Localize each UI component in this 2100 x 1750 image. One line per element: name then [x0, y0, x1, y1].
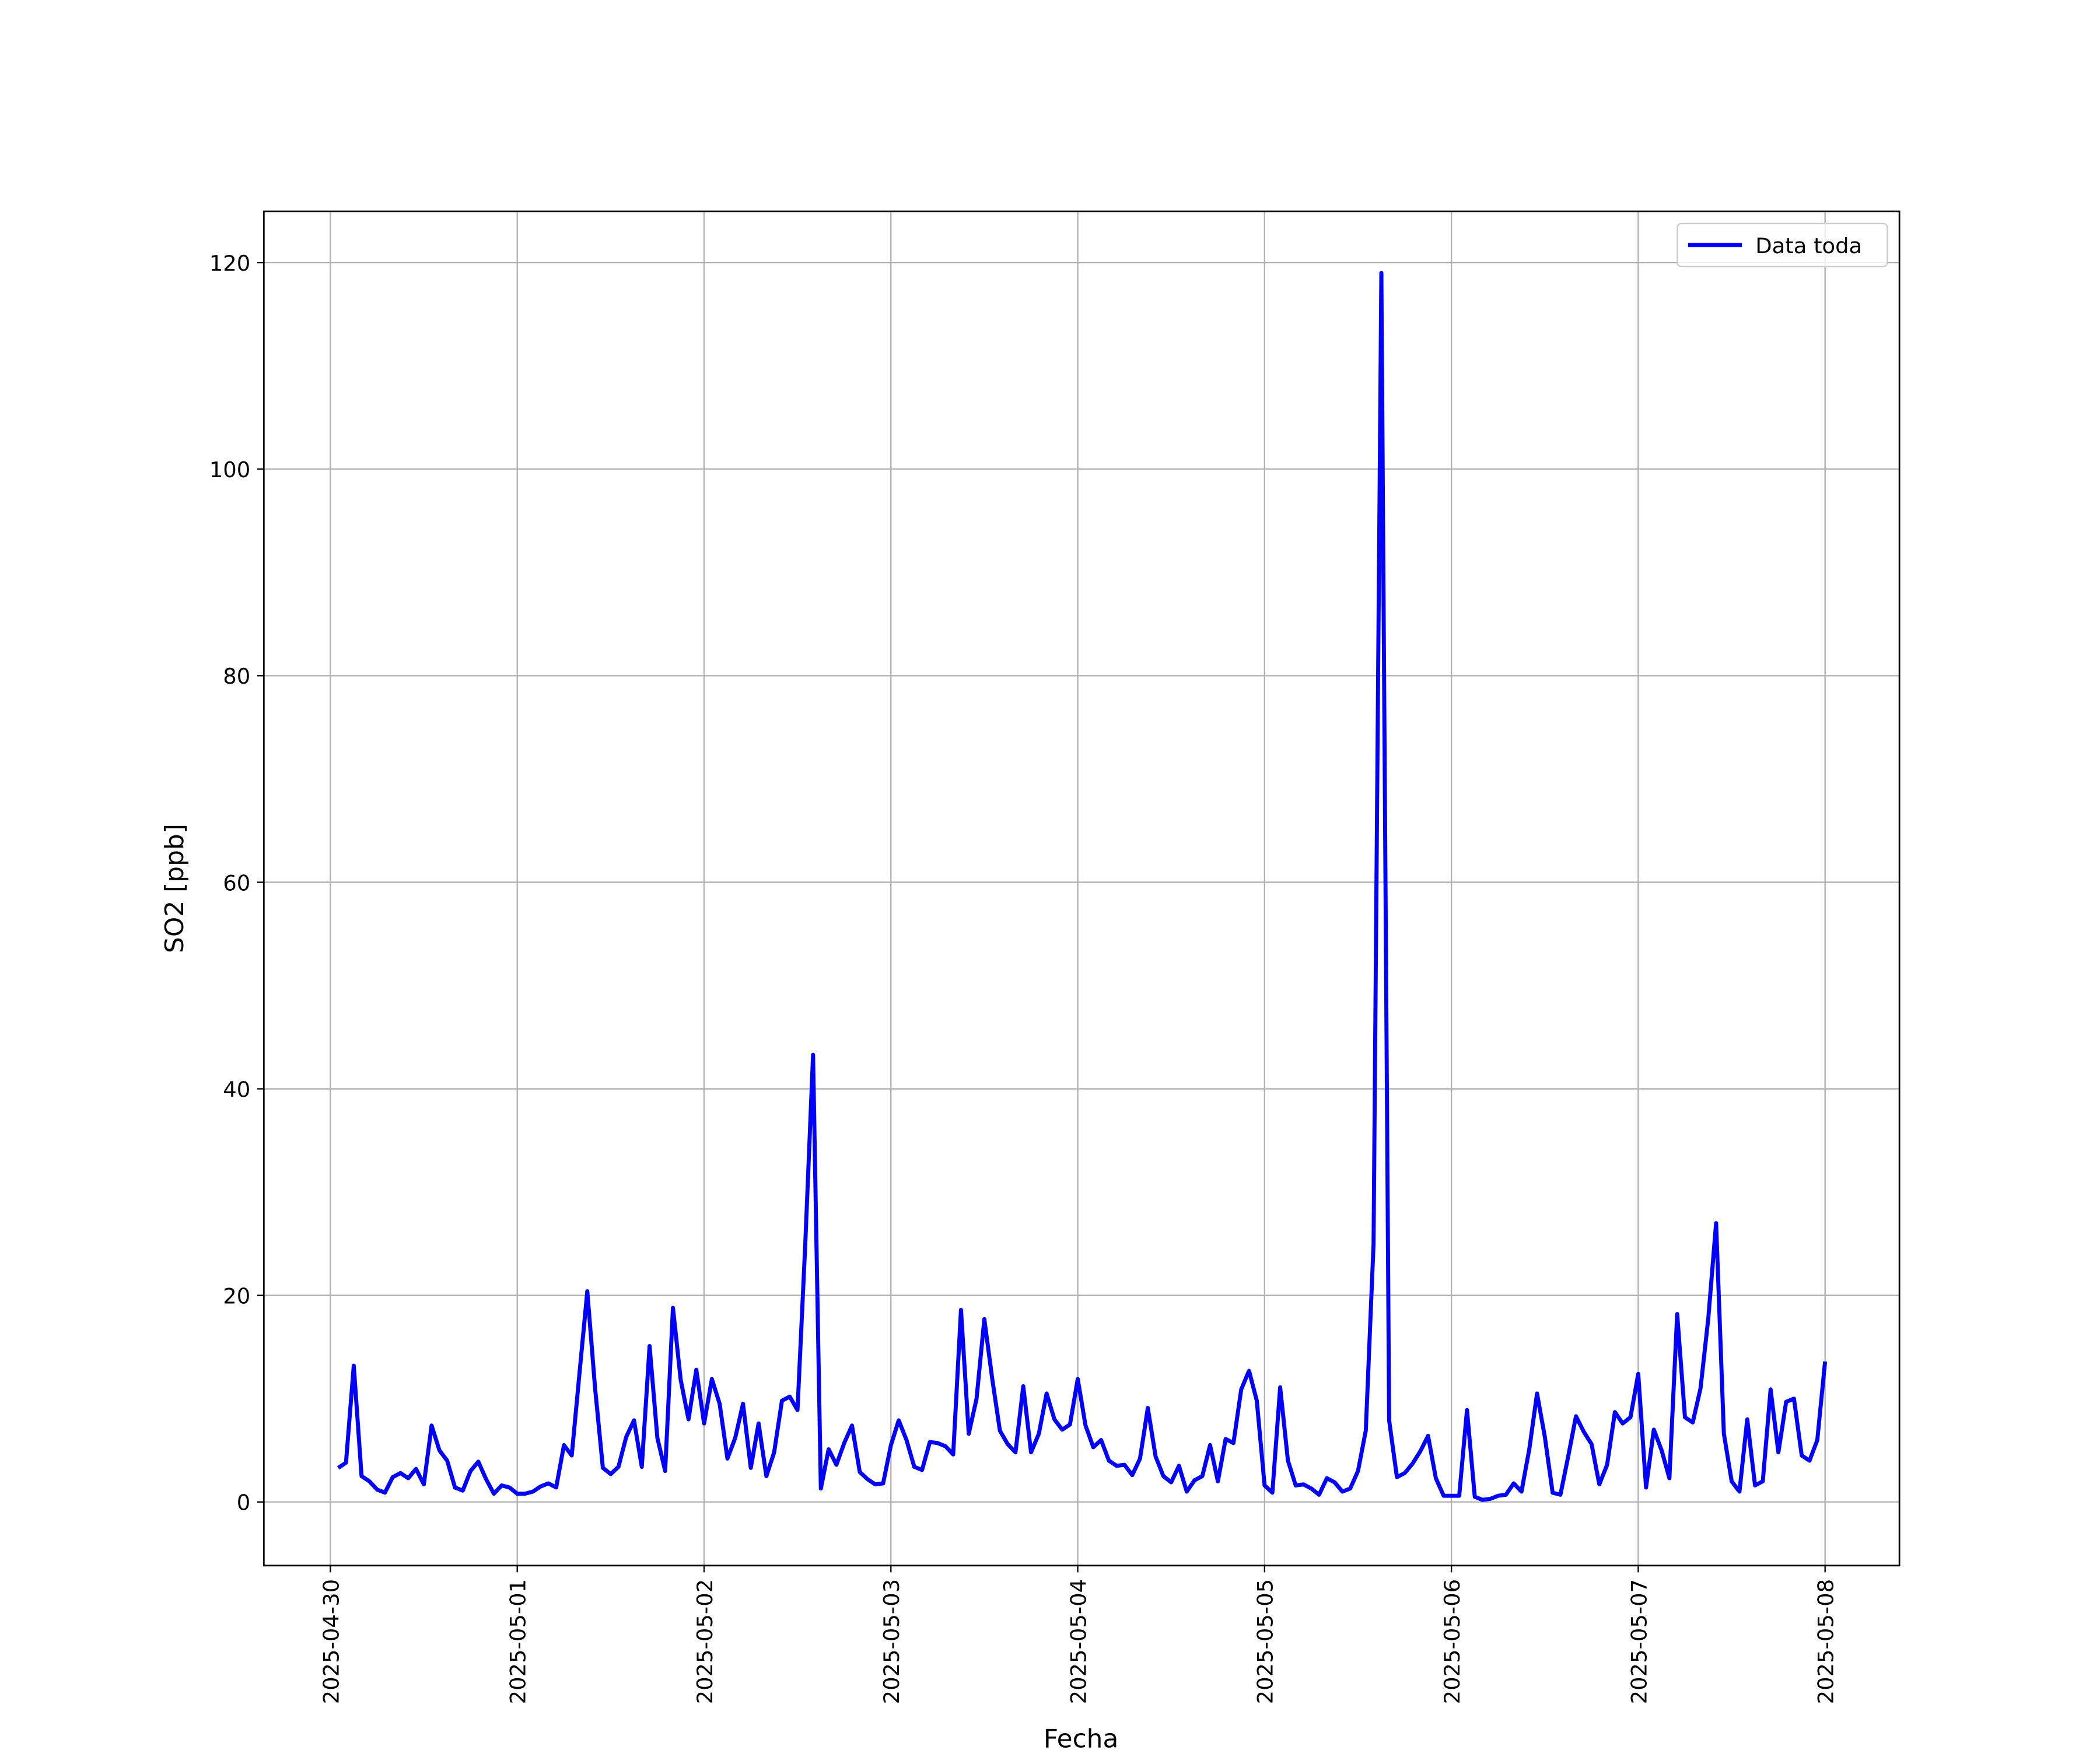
- legend-box: [1676, 222, 1888, 268]
- plot-frame: [262, 210, 1901, 1567]
- y-tick-label: 100: [209, 457, 250, 482]
- x-tick-label: 2025-05-02: [692, 1579, 718, 1704]
- x-tick-label: 2025-04-30: [318, 1579, 344, 1704]
- x-tick-label: 2025-05-04: [1066, 1579, 1091, 1704]
- x-tick-label: 2025-05-03: [879, 1579, 904, 1704]
- legend: Data toda: [1676, 222, 1888, 268]
- x-tick-label: 2025-05-01: [506, 1579, 531, 1704]
- y-tick-label: 0: [237, 1490, 250, 1516]
- x-tick-label: 2025-05-08: [1814, 1579, 1839, 1704]
- x-tick-label: 2025-05-06: [1440, 1579, 1465, 1704]
- y-tick-label: 60: [223, 870, 250, 895]
- x-tick-label: 2025-05-07: [1626, 1579, 1651, 1704]
- y-tick-label: 80: [223, 664, 250, 689]
- x-axis-label: Fecha: [1044, 1724, 1119, 1750]
- y-tick-label: 20: [223, 1284, 250, 1309]
- y-axis-label: SO2 [ppb]: [160, 824, 190, 953]
- data-line: [337, 271, 1828, 1502]
- legend-label: Data toda: [1755, 233, 1862, 258]
- y-tick-label: 40: [223, 1077, 250, 1102]
- y-tick-label: 120: [209, 251, 250, 276]
- x-tick-label: 2025-05-05: [1253, 1579, 1278, 1704]
